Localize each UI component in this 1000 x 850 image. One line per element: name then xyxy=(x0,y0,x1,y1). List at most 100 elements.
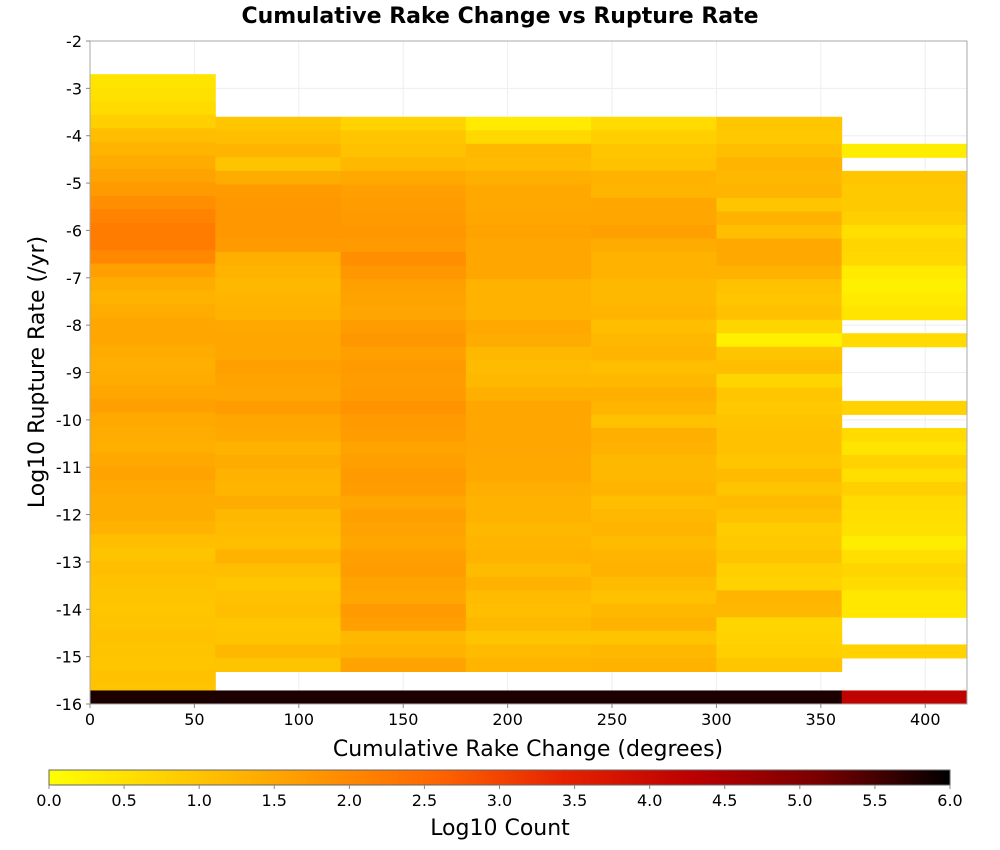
heatmap-cell xyxy=(716,225,843,240)
heatmap-cell xyxy=(716,238,843,253)
heatmap-cell xyxy=(716,279,843,294)
heatmap-cell xyxy=(591,427,717,442)
heatmap-cell xyxy=(340,387,467,402)
heatmap-cell xyxy=(591,333,717,348)
heatmap-cell xyxy=(215,509,342,524)
heatmap-cell xyxy=(215,279,342,294)
heatmap-cell xyxy=(465,387,592,402)
heatmap-cell xyxy=(591,211,717,226)
colorbar-tick-label: 5.5 xyxy=(862,791,887,810)
heatmap-cell xyxy=(215,630,342,645)
heatmap-cell xyxy=(215,400,342,415)
heatmap-cell xyxy=(591,690,717,705)
heatmap-cell xyxy=(716,333,843,348)
heatmap-cell xyxy=(591,657,717,672)
heatmap-cell xyxy=(841,333,968,348)
heatmap-cell xyxy=(465,130,592,145)
y-tick-label: -6 xyxy=(66,221,82,240)
heatmap-cell xyxy=(465,279,592,294)
heatmap-cell xyxy=(465,360,592,375)
heatmap-cell xyxy=(340,522,467,537)
heatmap-cell xyxy=(90,669,216,684)
heatmap-cell xyxy=(90,141,216,156)
heatmap-cell xyxy=(716,690,843,705)
heatmap-cell xyxy=(591,279,717,294)
heatmap-cell xyxy=(90,493,216,508)
colorbar-tick-label: 3.0 xyxy=(487,791,512,810)
x-tick-label: 250 xyxy=(597,710,628,729)
heatmap-cell xyxy=(340,603,467,618)
heatmap-cell xyxy=(90,601,216,616)
heatmap-cell xyxy=(90,344,216,359)
heatmap-cell xyxy=(215,549,342,564)
colorbar-tick-label: 2.0 xyxy=(337,791,362,810)
heatmap-cell xyxy=(591,563,717,578)
heatmap-cell xyxy=(340,630,467,645)
heatmap-cell xyxy=(340,157,467,172)
heatmap-cell xyxy=(90,331,216,346)
colorbar-tick-label: 1.5 xyxy=(262,791,287,810)
heatmap-cell xyxy=(841,238,968,253)
heatmap-cell xyxy=(716,170,843,185)
heatmap-cell xyxy=(340,441,467,456)
y-tick-label: -10 xyxy=(56,411,82,430)
heatmap-cell xyxy=(716,197,843,212)
heatmap-cell xyxy=(465,265,592,280)
heatmap-cell xyxy=(340,590,467,605)
y-tick-label: -5 xyxy=(66,174,82,193)
heatmap-cell xyxy=(465,427,592,442)
heatmap-cell xyxy=(340,509,467,524)
heatmap-cell xyxy=(340,197,467,212)
colorbar-ticks: 0.0 0.5 1.0 1.5 2.0 2.5 3.0 3.5 4.0 4.5 5.0 5.5 6.0 xyxy=(36,785,963,810)
heatmap-cell xyxy=(215,441,342,456)
heatmap-cell xyxy=(591,590,717,605)
heatmap-cell xyxy=(591,549,717,564)
heatmap-cell xyxy=(215,292,342,307)
heatmap-cell xyxy=(591,400,717,415)
heatmap-cell xyxy=(90,358,216,373)
x-tick-label: 400 xyxy=(910,710,941,729)
colorbar-label: Log10 Count xyxy=(430,816,570,841)
heatmap-cell xyxy=(465,346,592,361)
heatmap-cell xyxy=(591,238,717,253)
heatmap-cell xyxy=(340,184,467,199)
heatmap-cell xyxy=(716,143,843,158)
heatmap-cell xyxy=(591,306,717,321)
heatmap-cell xyxy=(591,509,717,524)
colorbar-tick-label: 4.0 xyxy=(637,791,662,810)
heatmap-cell xyxy=(90,385,216,400)
colorbar-tick-label: 4.5 xyxy=(712,791,737,810)
heatmap-cell xyxy=(90,74,216,89)
heatmap-cell xyxy=(465,644,592,659)
y-tick-label: -16 xyxy=(56,695,82,714)
heatmap-cell xyxy=(465,373,592,388)
heatmap-cell xyxy=(841,536,968,551)
heatmap-cell xyxy=(215,346,342,361)
heatmap-cell xyxy=(215,157,342,172)
heatmap-cell xyxy=(465,116,592,131)
heatmap-cell xyxy=(591,373,717,388)
heatmap-cell xyxy=(90,534,216,549)
x-tick-label: 350 xyxy=(806,710,837,729)
heatmap-cell xyxy=(340,170,467,185)
heatmap-cell xyxy=(215,495,342,510)
heatmap-cell xyxy=(215,468,342,483)
heatmap-cell xyxy=(591,184,717,199)
heatmap-cell xyxy=(841,455,968,470)
heatmap-cell xyxy=(841,441,968,456)
y-tick-label: -4 xyxy=(66,127,82,146)
heatmap-cell xyxy=(340,279,467,294)
heatmap-cell xyxy=(465,630,592,645)
heatmap-cell xyxy=(340,238,467,253)
heatmap-cell xyxy=(465,414,592,429)
heatmap-cell xyxy=(591,292,717,307)
heatmap-cell xyxy=(465,211,592,226)
x-axis-label: Cumulative Rake Change (degrees) xyxy=(333,737,723,762)
heatmap-cell xyxy=(90,128,216,143)
heatmap-cell xyxy=(340,482,467,497)
y-axis-ticks: -2 -3 -4 -5 -6 -7 -8 -9 -10 -11 -12 -13 -14 -15 -16 xyxy=(56,32,90,714)
heatmap-cell xyxy=(591,522,717,537)
heatmap-cell xyxy=(340,306,467,321)
heatmap-cell xyxy=(90,371,216,386)
chart-title: Cumulative Rake Change vs Rupture Rate xyxy=(241,4,758,29)
